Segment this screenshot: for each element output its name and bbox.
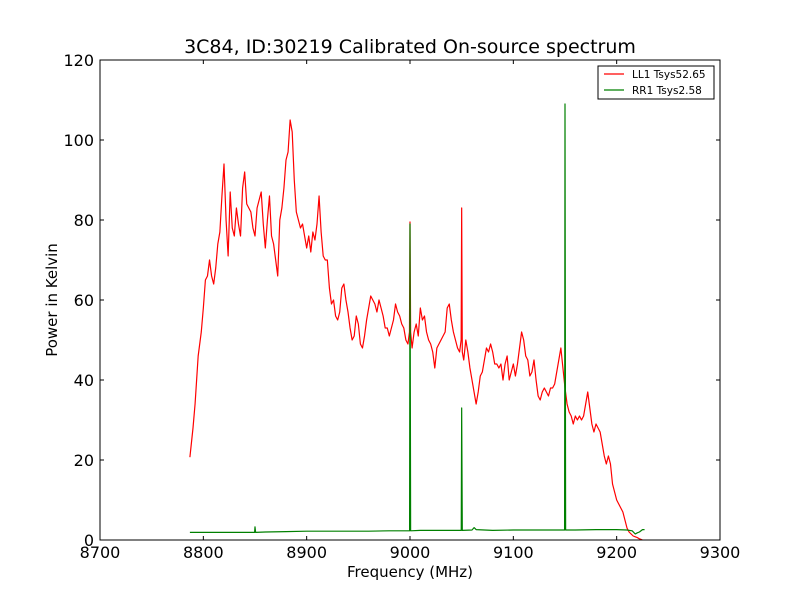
x-tick-label: 9000 xyxy=(390,543,431,562)
y-tick-label: 40 xyxy=(74,371,94,390)
tick-layer: 8700 8800 8900 9000 9100 9200 9300 0 20 40 60 80 100… xyxy=(63,51,740,562)
y-axis-label: Power in Kelvin xyxy=(43,243,61,357)
x-tick-label: 8900 xyxy=(286,543,327,562)
x-tick-label: 9300 xyxy=(700,543,741,562)
x-tick-label: 8800 xyxy=(183,543,224,562)
legend-box xyxy=(597,65,715,100)
chart-title: 3C84, ID:30219 Calibrated On-source spec… xyxy=(184,36,636,58)
y-tick-label: 100 xyxy=(63,131,94,150)
x-axis-label: Frequency (MHz) xyxy=(347,563,473,581)
y-tick-label: 80 xyxy=(74,211,94,230)
series-layer xyxy=(189,103,645,541)
x-tick-label: 9100 xyxy=(493,543,534,562)
legend-label-rr1: RR1 Tsys2.58 xyxy=(632,85,702,97)
series-line-rr1 xyxy=(189,103,645,535)
y-tick-label: 60 xyxy=(74,291,94,310)
x-tick-label: 8700 xyxy=(80,543,121,562)
legend-label-ll1: LL1 Tsys52.65 xyxy=(632,69,706,81)
y-tick-label: 20 xyxy=(74,451,94,470)
x-tick-label: 9200 xyxy=(596,543,637,562)
plot-frame xyxy=(99,59,721,541)
series-line-ll1 xyxy=(189,119,643,541)
legend: LL1 Tsys52.65 RR1 Tsys2.58 xyxy=(597,65,715,100)
y-tick-label: 120 xyxy=(63,51,94,70)
y-tick-label: 0 xyxy=(84,531,94,550)
